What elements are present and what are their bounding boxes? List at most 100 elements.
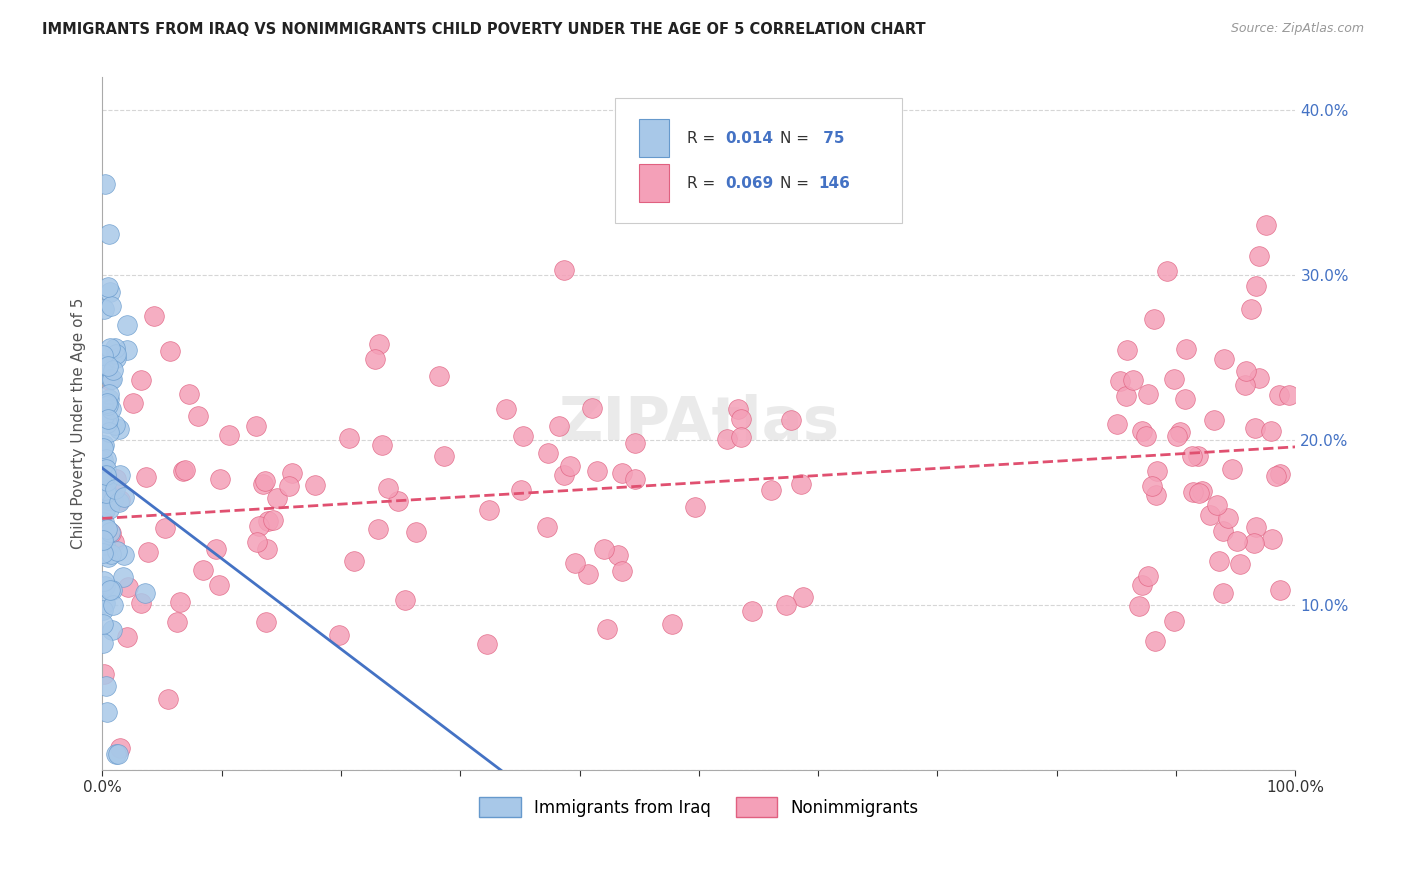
Point xyxy=(136,545,159,559)
Point xyxy=(205,542,228,557)
Point xyxy=(553,467,575,482)
Point xyxy=(191,563,214,577)
Point xyxy=(100,525,122,540)
Point xyxy=(1181,484,1204,499)
Legend: Immigrants from Iraq, Nonimmigrants: Immigrants from Iraq, Nonimmigrants xyxy=(472,790,925,824)
Point xyxy=(103,598,125,612)
Point xyxy=(209,472,232,486)
Point xyxy=(93,574,115,588)
Text: R =: R = xyxy=(688,176,720,191)
Point xyxy=(115,318,138,332)
Point xyxy=(1156,264,1178,278)
Point xyxy=(247,518,270,533)
Point xyxy=(1140,479,1163,493)
Point xyxy=(1234,364,1257,378)
Point xyxy=(1137,387,1160,401)
Point xyxy=(339,431,361,445)
Point xyxy=(433,450,456,464)
Point xyxy=(1130,578,1153,592)
Point xyxy=(1105,417,1128,431)
Point xyxy=(94,596,117,610)
Point xyxy=(716,432,738,446)
Point xyxy=(108,493,131,508)
Point xyxy=(93,616,115,631)
Point xyxy=(1143,312,1166,326)
Y-axis label: Child Poverty Under the Age of 5: Child Poverty Under the Age of 5 xyxy=(72,298,86,549)
Point xyxy=(159,343,181,358)
Text: 75: 75 xyxy=(818,131,845,146)
Point xyxy=(277,479,299,493)
Point xyxy=(103,535,125,549)
Point xyxy=(371,437,394,451)
Point xyxy=(1163,372,1185,386)
Point xyxy=(105,747,128,761)
Point xyxy=(1270,467,1292,482)
Point xyxy=(1244,421,1267,435)
Point xyxy=(98,524,121,539)
Point xyxy=(103,341,125,355)
Point xyxy=(93,301,115,316)
Point xyxy=(1244,279,1267,293)
Point xyxy=(1208,553,1230,567)
Point xyxy=(129,596,152,610)
Point xyxy=(478,502,501,516)
Point xyxy=(1130,425,1153,439)
Point xyxy=(174,463,197,477)
Point xyxy=(157,691,180,706)
Text: N =: N = xyxy=(780,176,814,191)
Point xyxy=(110,467,132,482)
Point xyxy=(96,396,118,410)
Text: N =: N = xyxy=(780,131,814,146)
Point xyxy=(96,522,118,536)
Point xyxy=(93,409,115,424)
Point xyxy=(1166,429,1188,443)
Point xyxy=(281,466,304,480)
Point xyxy=(593,542,616,557)
Point xyxy=(612,565,634,579)
Point xyxy=(104,418,127,433)
Point xyxy=(1136,569,1159,583)
Point xyxy=(581,401,603,415)
Point xyxy=(98,392,121,406)
Text: 0.069: 0.069 xyxy=(725,176,773,191)
Point xyxy=(1243,535,1265,549)
Point xyxy=(343,554,366,568)
Point xyxy=(427,368,450,383)
Point xyxy=(394,593,416,607)
Point xyxy=(93,602,115,616)
Point xyxy=(94,397,117,411)
Point xyxy=(105,472,128,486)
Point xyxy=(93,348,115,362)
Point xyxy=(536,520,558,534)
Point xyxy=(1206,498,1229,512)
Point xyxy=(1216,511,1239,525)
Point xyxy=(1146,464,1168,478)
Point xyxy=(105,351,128,365)
Point xyxy=(364,351,387,366)
Point xyxy=(96,483,118,497)
Point xyxy=(1204,413,1226,427)
Point xyxy=(596,622,619,636)
Point xyxy=(328,628,350,642)
Point xyxy=(100,547,122,561)
Point xyxy=(218,428,240,442)
Point xyxy=(683,500,706,514)
Point xyxy=(730,430,752,444)
Point xyxy=(94,469,117,483)
Point xyxy=(586,464,609,478)
Point xyxy=(1143,634,1166,648)
Point xyxy=(135,469,157,483)
Point xyxy=(1115,389,1137,403)
Point xyxy=(93,359,115,373)
Point xyxy=(1181,450,1204,464)
Point xyxy=(266,491,288,505)
Point xyxy=(172,464,194,478)
Point xyxy=(405,524,427,539)
Point xyxy=(153,521,176,535)
Point xyxy=(245,418,267,433)
Point xyxy=(387,494,409,508)
Point xyxy=(1244,519,1267,533)
Point xyxy=(96,705,118,719)
Point xyxy=(100,300,122,314)
Point xyxy=(246,535,269,549)
